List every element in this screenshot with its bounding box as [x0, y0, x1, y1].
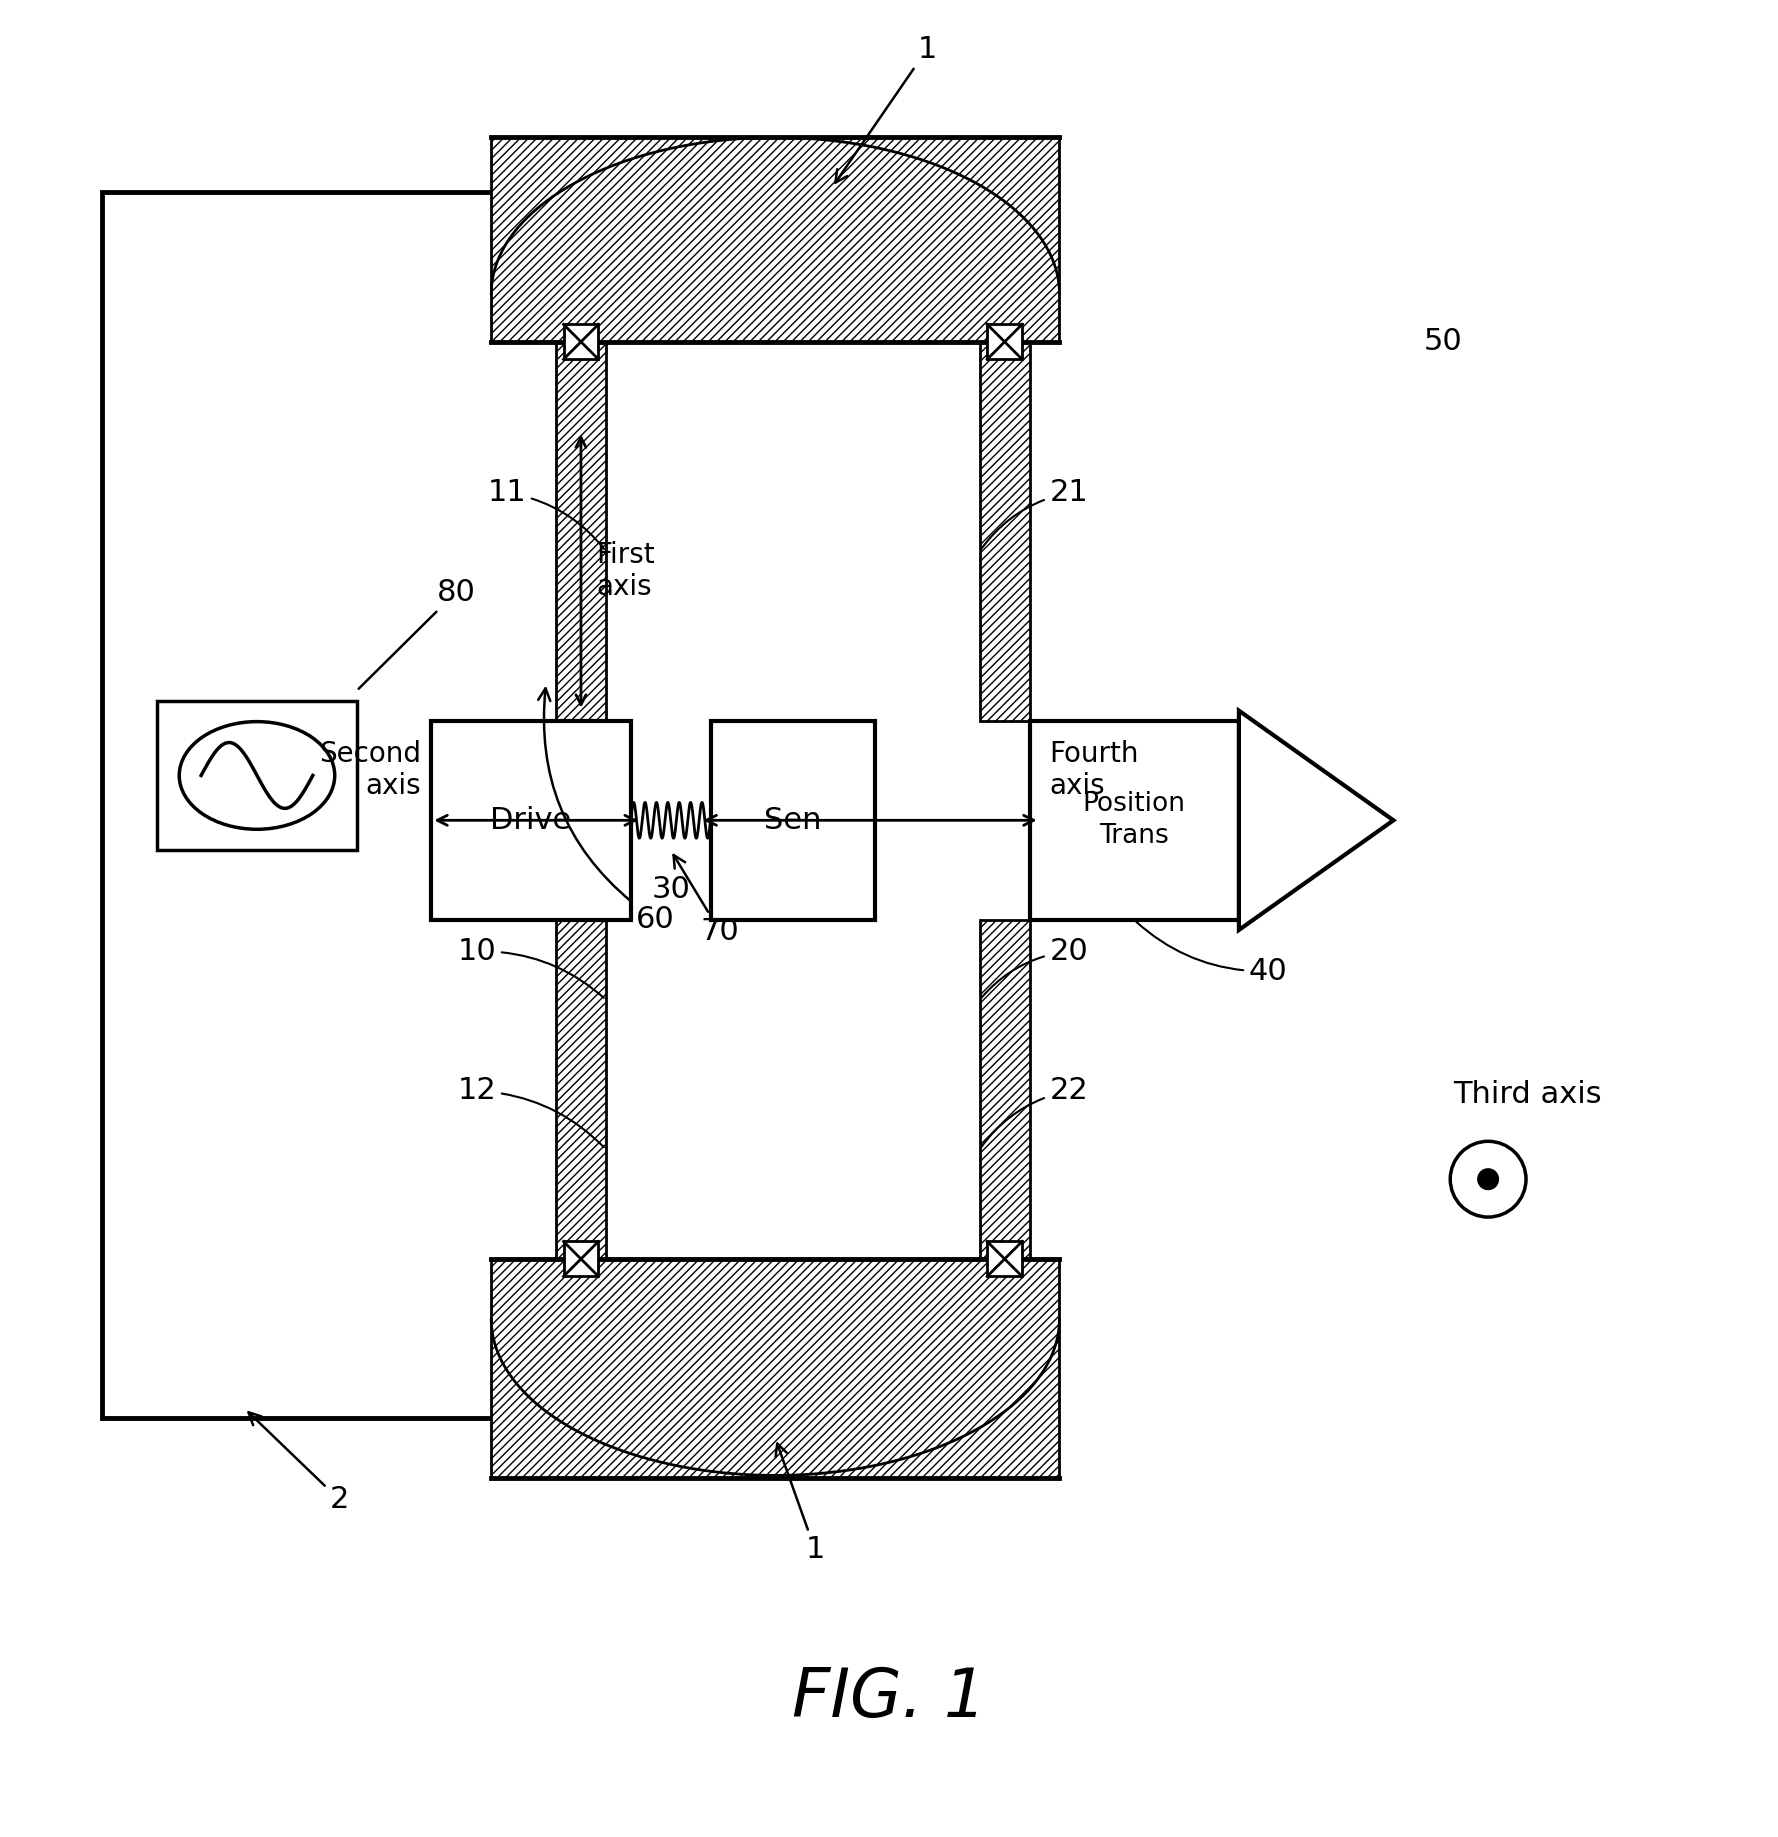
Text: 40: 40: [1136, 922, 1287, 986]
Bar: [987, 325, 1022, 360]
Text: FIG. 1: FIG. 1: [791, 1664, 987, 1730]
Bar: [980, 920, 1029, 1258]
Text: 20: 20: [981, 937, 1088, 997]
Circle shape: [1451, 1141, 1526, 1218]
Bar: [711, 720, 875, 920]
Bar: [564, 325, 599, 360]
Text: 1: 1: [836, 35, 937, 182]
Text: Fourth
axis: Fourth axis: [1049, 740, 1140, 801]
Text: 10: 10: [457, 937, 605, 997]
Text: Sen: Sen: [765, 806, 821, 834]
Text: 12: 12: [457, 1076, 605, 1148]
Text: 11: 11: [487, 478, 605, 549]
Bar: [491, 138, 1060, 342]
Bar: [980, 342, 1029, 720]
Bar: [491, 1258, 1060, 1479]
Bar: [987, 1242, 1022, 1277]
Text: 22: 22: [981, 1076, 1088, 1146]
Bar: [564, 1242, 599, 1277]
Text: Drive: Drive: [491, 806, 573, 834]
Text: 30: 30: [651, 874, 690, 904]
Bar: [432, 720, 631, 920]
Ellipse shape: [180, 722, 334, 828]
Text: 80: 80: [359, 579, 475, 689]
Bar: [557, 920, 606, 1258]
Text: 50: 50: [1424, 327, 1462, 356]
Text: 1: 1: [775, 1444, 825, 1563]
Bar: [557, 342, 606, 720]
Bar: [103, 193, 576, 1418]
Text: Position
Trans: Position Trans: [1083, 792, 1186, 849]
Text: 60: 60: [539, 689, 674, 933]
Text: First
axis: First axis: [596, 540, 654, 601]
Text: Second
axis: Second axis: [320, 740, 421, 801]
Polygon shape: [1239, 711, 1394, 930]
Text: Third axis: Third axis: [1453, 1080, 1602, 1110]
Text: 2: 2: [249, 1413, 348, 1514]
Bar: [1029, 720, 1239, 920]
Circle shape: [1478, 1168, 1499, 1189]
Text: 21: 21: [981, 478, 1088, 549]
Text: 70: 70: [674, 854, 740, 946]
Bar: [156, 700, 357, 851]
